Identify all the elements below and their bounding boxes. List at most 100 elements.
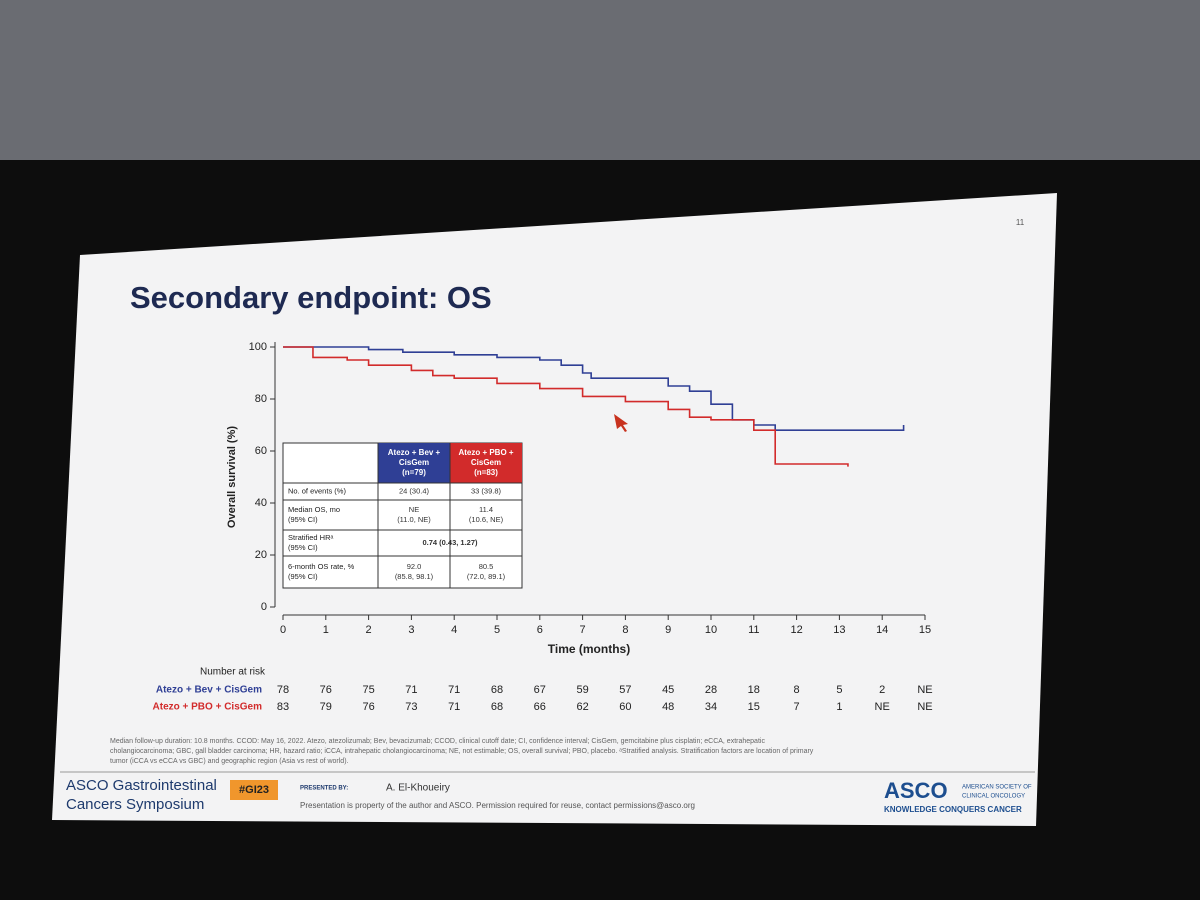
x-tick-label: 6	[537, 624, 543, 636]
risk-value: 68	[491, 684, 503, 696]
table-row-label: No. of events (%)	[288, 486, 346, 495]
footnote-line: cholangiocarcinoma; GBC, gall bladder ca…	[110, 748, 814, 755]
risk-value: 45	[662, 684, 674, 696]
y-axis-label: Overall survival (%)	[226, 426, 238, 528]
risk-value: NE	[917, 701, 932, 713]
risk-value: NE	[875, 701, 890, 713]
x-tick-label: 2	[366, 624, 372, 636]
risk-value: 76	[320, 684, 332, 696]
risk-value: 8	[794, 684, 800, 696]
risk-value: 5	[836, 684, 842, 696]
risk-value: 66	[534, 701, 546, 713]
x-tick-label: 15	[919, 624, 931, 636]
x-tick-label: 7	[580, 624, 586, 636]
slide-title: Secondary endpoint: OS	[130, 280, 492, 315]
table-header: Atezo + PBO +	[458, 448, 513, 457]
table-row-label: (95% CI)	[288, 543, 318, 552]
meeting-line: ASCO Gastrointestinal	[66, 777, 217, 794]
y-tick-label: 60	[255, 445, 267, 457]
notice: Presentation is property of the author a…	[300, 801, 695, 810]
table-header-cell	[378, 443, 450, 483]
risk-value: 60	[619, 701, 631, 713]
y-tick-label: 0	[261, 601, 267, 613]
risk-value: 62	[576, 701, 588, 713]
risk-value: 15	[748, 701, 760, 713]
x-tick-label: 1	[323, 624, 329, 636]
table-header: CisGem	[471, 458, 501, 467]
ceiling	[0, 0, 1200, 190]
table-row-label: (95% CI)	[288, 515, 318, 524]
table-cell: (85.8, 98.1)	[395, 572, 434, 581]
cursor	[614, 414, 628, 432]
risk-row-label: Atezo + Bev + CisGem	[156, 685, 262, 696]
table-cell: (11.0, NE)	[397, 515, 431, 524]
tagline: KNOWLEDGE CONQUERS CANCER	[884, 805, 1022, 814]
x-tick-label: 12	[790, 624, 802, 636]
x-tick-label: 13	[833, 624, 845, 636]
risk-value: 78	[277, 684, 289, 696]
risk-value: 79	[320, 701, 332, 713]
risk-value: 2	[879, 684, 885, 696]
risk-value: 1	[836, 701, 842, 713]
table-cell: 92.0	[407, 562, 422, 571]
x-tick-label: 0	[280, 624, 286, 636]
risk-value: 71	[448, 701, 460, 713]
risk-value: 67	[534, 684, 546, 696]
risk-value: 68	[491, 701, 503, 713]
y-tick-label: 100	[249, 341, 267, 353]
society-line: AMERICAN SOCIETY OF	[962, 785, 1032, 791]
risk-value: 59	[576, 684, 588, 696]
table-row-label: Median OS, mo	[288, 505, 340, 514]
presented-by: PRESENTED BY:	[300, 786, 348, 792]
table-header-cell	[450, 443, 522, 483]
risk-value: 73	[405, 701, 417, 713]
risk-title: Number at risk	[200, 667, 266, 678]
footnote-line: Median follow-up duration: 10.8 months. …	[110, 738, 765, 745]
footnote-line: tumor (iCCA vs eCCA vs GBC) and geograph…	[110, 758, 349, 765]
risk-row-label: Atezo + PBO + CisGem	[153, 702, 263, 713]
risk-value: 75	[362, 684, 374, 696]
x-tick-label: 11	[748, 624, 759, 636]
risk-value: 76	[362, 701, 374, 713]
y-tick-label: 20	[255, 549, 267, 561]
y-tick-label: 40	[255, 497, 267, 509]
table-header: CisGem	[399, 458, 429, 467]
risk-value: 34	[705, 701, 717, 713]
x-tick-label: 3	[408, 624, 414, 636]
table-header: Atezo + Bev +	[388, 448, 441, 457]
table-cell: (72.0, 89.1)	[467, 572, 506, 581]
meeting-line: Cancers Symposium	[66, 796, 204, 813]
risk-value: 71	[405, 684, 417, 696]
x-tick-label: 5	[494, 624, 500, 636]
asco-logo: ASCO	[884, 778, 948, 803]
table-cell: NE	[409, 505, 419, 514]
x-tick-label: 9	[665, 624, 671, 636]
hashtag: #GI23	[239, 784, 269, 796]
slide-number: 11	[1016, 218, 1025, 227]
x-tick-label: 4	[451, 624, 457, 636]
table-cell: 24 (30.4)	[399, 486, 430, 495]
survival-curve	[283, 346, 849, 467]
slide	[52, 193, 1057, 826]
risk-value: 7	[794, 701, 800, 713]
table-cell: 33 (39.8)	[471, 486, 502, 495]
risk-value: 57	[619, 684, 631, 696]
x-tick-label: 10	[705, 624, 717, 636]
risk-value: 28	[705, 684, 717, 696]
risk-value: 83	[277, 701, 289, 713]
table-cell: (10.6, NE)	[469, 515, 504, 524]
society-line: CLINICAL ONCOLOGY	[962, 794, 1025, 800]
table-row-label: (95% CI)	[288, 572, 318, 581]
table-header: (n=83)	[474, 468, 498, 477]
risk-value: NE	[917, 684, 932, 696]
table-cell: 80.5	[479, 562, 494, 571]
presenter: A. El-Khoueiry	[386, 783, 450, 794]
table-cell: 11.4	[479, 505, 493, 514]
x-tick-label: 14	[876, 624, 888, 636]
x-tick-label: 8	[622, 624, 628, 636]
risk-value: 48	[662, 701, 674, 713]
hashtag-box	[230, 780, 278, 800]
risk-value: 71	[448, 684, 460, 696]
